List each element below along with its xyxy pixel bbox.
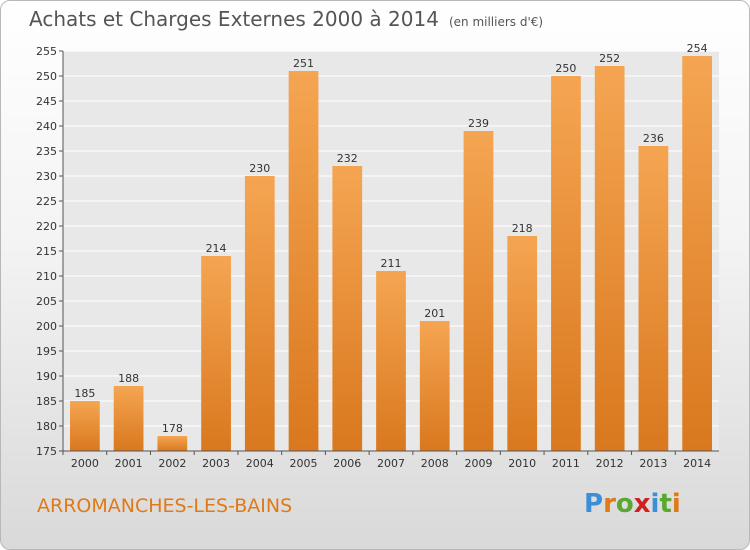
logo-letter: r: [603, 489, 616, 519]
bar-value-label: 254: [687, 42, 708, 55]
bar-value-label: 211: [381, 257, 402, 270]
x-tick-label: 2000: [71, 457, 99, 470]
y-tick-label: 240: [36, 120, 57, 133]
x-tick-label: 2013: [639, 457, 667, 470]
x-tick-label: 2009: [464, 457, 492, 470]
y-tick-label: 250: [36, 70, 57, 83]
bar-value-label: 252: [599, 52, 620, 65]
y-tick-label: 225: [36, 195, 57, 208]
y-tick-label: 215: [36, 245, 57, 258]
y-tick-label: 205: [36, 295, 57, 308]
x-tick-label: 2010: [508, 457, 536, 470]
x-tick-label: 2008: [421, 457, 449, 470]
x-tick-label: 2004: [246, 457, 274, 470]
bar-2006: [332, 166, 363, 451]
bar-2000: [69, 401, 100, 451]
proxiti-logo[interactable]: Proxiti: [584, 489, 681, 519]
y-tick-label: 190: [36, 370, 57, 383]
bar-value-label: 188: [118, 372, 139, 385]
bar-2002: [157, 436, 188, 451]
y-tick-label: 245: [36, 95, 57, 108]
logo-letter: i: [671, 489, 681, 519]
x-tick-label: 2006: [333, 457, 361, 470]
bar-2001: [113, 386, 144, 451]
x-tick-label: 2001: [115, 457, 143, 470]
bar-value-label: 218: [512, 222, 533, 235]
y-tick-label: 180: [36, 420, 57, 433]
bar-2004: [244, 176, 275, 451]
bar-2012: [594, 66, 625, 451]
y-axis: 175 180 185 190 195 200 205 210 215 220 225 230 235 2…: [36, 45, 64, 458]
bar-2005: [288, 71, 319, 451]
bar-value-label: 232: [337, 152, 358, 165]
y-tick-label: 200: [36, 320, 57, 333]
y-tick-label: 210: [36, 270, 57, 283]
x-axis: 2000 2001 2002 2003 2004 2005 2006 2007 2008 2009…: [62, 450, 719, 470]
x-tick-label: 2005: [290, 457, 318, 470]
bar-value-label: 236: [643, 132, 664, 145]
bar-value-label: 230: [249, 162, 270, 175]
bar-2011: [551, 76, 581, 451]
title-text: Achats et Charges Externes 2000 à 2014: [29, 7, 439, 31]
x-tick-label: 2011: [552, 457, 580, 470]
y-tick-label: 230: [36, 170, 57, 183]
y-tick-label: 235: [36, 145, 57, 158]
logo-letter: P: [584, 489, 604, 519]
y-tick-label: 220: [36, 220, 57, 233]
bar-value-label: 214: [206, 242, 227, 255]
y-tick-label: 195: [36, 345, 57, 358]
bar-value-label: 178: [162, 422, 183, 435]
chart-title: Achats et Charges Externes 2000 à 2014 (e…: [29, 7, 543, 31]
bars: 185 188 178 214 230 251 232 211 201 239 218 250 252 2…: [69, 42, 713, 451]
bar-2014: [682, 56, 713, 451]
y-tick-label: 255: [36, 45, 57, 58]
y-tick-label: 185: [36, 395, 57, 408]
title-unit: (en milliers d'€): [448, 15, 544, 29]
y-tick-label: 175: [36, 445, 57, 458]
bar-value-label: 201: [424, 307, 445, 320]
bar-2010: [507, 236, 538, 451]
bar-value-label: 185: [74, 387, 95, 400]
bar-2007: [376, 271, 406, 451]
logo-letter: t: [659, 489, 672, 519]
x-tick-label: 2002: [158, 457, 186, 470]
bar-2013: [638, 146, 669, 451]
x-tick-label: 2003: [202, 457, 230, 470]
bar-value-label: 239: [468, 117, 489, 130]
bar-value-label: 251: [293, 57, 314, 70]
x-tick-label: 2012: [596, 457, 624, 470]
bar-2003: [201, 256, 231, 451]
bar-2008: [419, 321, 450, 451]
bar-2009: [463, 131, 494, 451]
logo-letter: x: [633, 489, 651, 519]
x-tick-label: 2007: [377, 457, 405, 470]
x-tick-label: 2014: [683, 457, 711, 470]
logo-letter: i: [650, 489, 660, 519]
logo-letter: o: [615, 489, 634, 519]
city-name: ARROMANCHES-LES-BAINS: [37, 495, 293, 517]
bar-value-label: 250: [555, 62, 576, 75]
